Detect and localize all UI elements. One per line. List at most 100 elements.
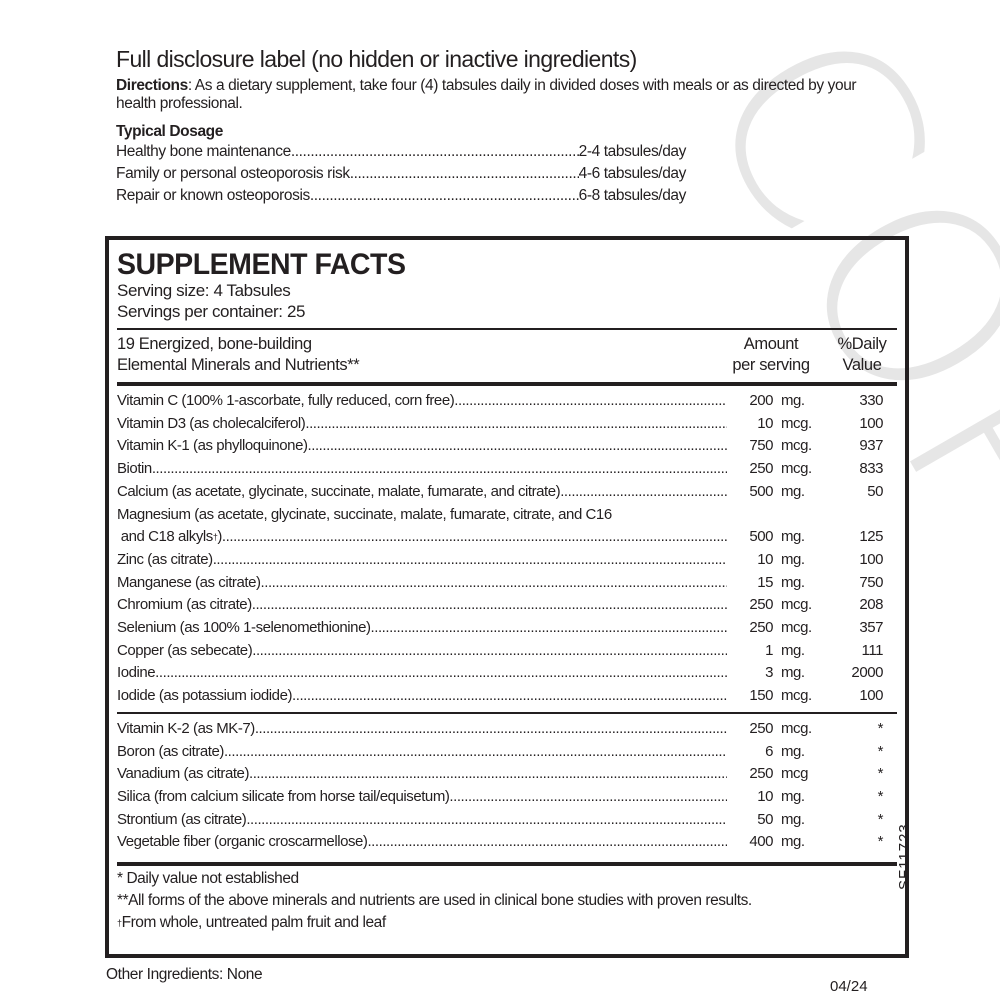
nutrient-amount: 200 [749,392,773,409]
thick-divider [117,382,897,386]
dot-leader [249,763,727,786]
nutrient-dv: 750 [859,573,883,591]
product-code: SF11723 [896,823,913,890]
nutrient-row: Silica (from calcium silicate from horse… [117,786,897,809]
nutrient-row: Biotin 250 mcg. 833 [117,458,897,481]
nutrient-unit: mg. [781,742,805,760]
nutrient-dv: 833 [859,460,883,478]
nutrient-unit: mcg. [781,414,812,432]
nutrient-name: Manganese (as citrate) [117,573,261,591]
nutrient-dv: 330 [859,392,883,409]
nutrient-amount: 6 [765,742,773,760]
nutrient-dv: 50 [867,482,883,500]
nutrient-name: Vitamin K-1 (as phylloquinone) [117,437,308,455]
nutrient-amount: 500 [749,528,773,546]
nutrient-dv: * [877,787,884,805]
nutrient-name: Vitamin K-2 (as MK-7) [117,719,255,737]
dosage-amount: 6-8 tabsules/day [578,187,687,204]
nutrient-unit: mg. [781,392,805,409]
dot-leader [261,572,727,595]
dagger-mark: † [212,532,218,543]
nutrient-dv: 100 [859,687,883,705]
nutrient-dv: * [877,719,884,737]
nutrient-row: Copper (as sebecate) 1 mg. 111 [117,640,897,663]
dot-leader [291,141,579,163]
other-ingredients: Other Ingredients: None [106,966,263,983]
nutrient-name: Biotin [117,460,152,478]
nutrient-unit: mcg [781,765,808,783]
dot-leader [246,809,727,832]
dot-leader [252,594,727,617]
nutrient-unit: mg. [781,528,805,546]
nutrient-amount: 250 [749,619,773,637]
dot-leader [367,831,727,854]
nutrient-amount: 50 [757,810,773,828]
dot-leader [255,718,727,741]
dot-leader [213,549,727,572]
nutrient-name-cont: and C18 alkyls [120,528,214,546]
dot-leader [155,662,727,685]
nutrient-amount: 400 [749,833,773,851]
nutrient-dv: * [877,742,884,760]
nutrient-amount: 3 [765,664,773,682]
nutrient-dv: 100 [859,550,883,568]
column-header: 19 Energized, bone-building Elemental Min… [117,330,897,382]
nutrient-row: Chromium (as citrate) 250 mcg. 208 [117,594,897,617]
directions-text: : As a dietary supplement, take four (4)… [116,77,857,112]
nutrient-unit: mg. [781,641,805,659]
nutrient-dv: * [877,765,884,783]
nutrient-name: Zinc (as citrate) [117,550,213,568]
nutrient-name: Calcium (as acetate, glycinate, succinat… [117,482,561,500]
nutrient-name: Strontium (as citrate) [117,810,247,828]
col-dv-line1: %Daily [837,335,887,353]
servings-per-container: Servings per container: 25 [117,302,306,321]
serving-size: Serving size: 4 Tabsules [117,281,291,300]
dot-leader [449,786,727,809]
dagger-mark: † [117,918,122,929]
nutrient-unit: mcg. [781,687,812,705]
nutrient-unit: mcg. [781,619,812,637]
nutrient-amount: 250 [749,596,773,614]
nutrient-row: Vitamin K-2 (as MK-7) 250 mcg. * [117,718,897,741]
nutrient-amount: 150 [749,687,773,705]
divider [117,328,897,330]
nutrient-name: Silica (from calcium silicate from horse… [117,787,450,805]
dosage-row: Healthy bone maintenance 2-4 tabsules/day [116,141,686,163]
nutrient-dv: * [877,810,884,828]
dosage-use: Healthy bone maintenance [116,143,291,160]
nutrient-name: Vitamin C (100% 1-ascorbate, fully reduc… [117,392,455,409]
nutrient-name: Magnesium (as acetate, glycinate, succin… [117,505,612,523]
nutrient-name: Vegetable fiber (organic croscarmellose) [117,833,368,851]
nutrient-name: Iodine [117,664,156,682]
directions-label: Directions [116,77,188,94]
col-amount-line1: Amount [743,335,799,353]
footnote-3-text: From whole, untreated palm fruit and lea… [121,914,387,932]
dosage-amount: 2-4 tabsules/day [578,143,687,160]
nutrient-row: Vitamin C (100% 1-ascorbate, fully reduc… [117,390,897,413]
dot-leader [454,390,727,413]
nutrient-amount: 500 [749,482,773,500]
dot-leader [292,685,727,708]
nutrient-name: Vanadium (as citrate) [117,765,249,783]
dot-leader [305,413,727,436]
nutrient-row: Iodine 3 mg. 2000 [117,662,897,685]
nutrient-name: and C18 alkyls†) [120,528,222,546]
nutrient-unit: mg. [781,810,805,828]
dot-leader [252,640,727,663]
footnote-3: †From whole, untreated palm fruit and le… [117,912,897,934]
nutrient-row: Vitamin K-1 (as phylloquinone) 750 mcg. 937 [117,435,897,458]
dosage-use: Family or personal osteoporosis risk [116,165,350,182]
label-header: Full disclosure label (no hidden or inac… [116,46,896,207]
nutrient-amount: 10 [757,550,773,568]
nutrient-amount: 250 [749,765,773,783]
nutrient-amount: 10 [757,787,773,805]
divider [117,711,897,714]
nutrient-group-1b: Zinc (as citrate) 10 mg. 100 Manganese (as c… [117,549,897,708]
nutrient-row: Vegetable fiber (organic croscarmellose)… [117,831,897,854]
nutrient-row: Vitamin D3 (as cholecalciferol) 10 mcg. 100 [117,413,897,436]
label-title: Full disclosure label (no hidden or inac… [116,46,637,72]
nutrient-amount: 250 [749,719,773,737]
facts-title: SUPPLEMENT FACTS [117,248,406,281]
nutrient-name: Boron (as citrate) [117,742,224,760]
dot-leader [560,481,727,504]
